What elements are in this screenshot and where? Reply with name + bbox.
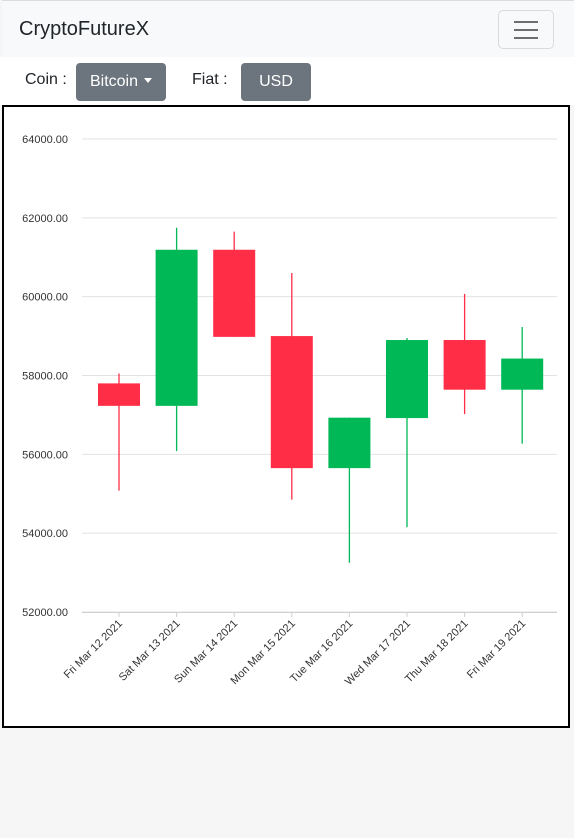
candle-body-up (501, 358, 544, 390)
brand-title[interactable]: CryptoFutureX (19, 18, 150, 40)
y-tick-label: 64000.00 (22, 134, 68, 146)
y-tick-label: 54000.00 (22, 528, 68, 540)
candle-body-up (155, 249, 198, 406)
y-tick-label: 52000.00 (22, 607, 68, 619)
candle-body-down (213, 249, 256, 337)
coin-label: Coin : (25, 71, 67, 88)
caret-down-icon (144, 78, 153, 83)
y-tick-label: 56000.00 (22, 449, 68, 461)
y-tick-label: 62000.00 (22, 213, 68, 225)
candlestick-chart: 52000.00 54000.00 56000.00 58000.00 60000.00… (2, 105, 570, 728)
fiat-dropdown-button[interactable]: USD (241, 63, 311, 121)
x-tick-label: Fri Mar 12 2021 (62, 618, 125, 681)
chart-svg: 52000.00 54000.00 56000.00 58000.00 60000.00… (22, 134, 557, 688)
candle-body-down (443, 340, 486, 390)
fiat-label: Fiat : (192, 71, 228, 88)
x-tick-label: Fri Mar 19 2021 (465, 618, 528, 681)
fiat-selected-value: USD (259, 73, 293, 90)
navbar-toggler-button[interactable] (498, 10, 554, 49)
y-tick-label: 58000.00 (22, 371, 68, 383)
candle-body-up (328, 417, 371, 469)
y-tick-label: 60000.00 (22, 292, 68, 304)
x-tick-label: Sat Mar 13 2021 (117, 618, 183, 684)
x-tick-label: Tue Mar 16 2021 (288, 618, 355, 685)
candle-body-up (386, 340, 428, 419)
selector-bar: Coin : Bitcoin Fiat : USD (0, 57, 574, 121)
coin-selected-value: Bitcoin (89, 73, 139, 90)
candle-body-down (270, 336, 313, 469)
x-tick-label: Sun Mar 14 2021 (172, 618, 240, 686)
x-tick-label: Thu Mar 18 2021 (403, 618, 471, 686)
navbar: CryptoFutureX (2, 0, 574, 57)
coin-dropdown-button[interactable]: Bitcoin (76, 63, 166, 101)
candle-body-down (98, 383, 140, 406)
